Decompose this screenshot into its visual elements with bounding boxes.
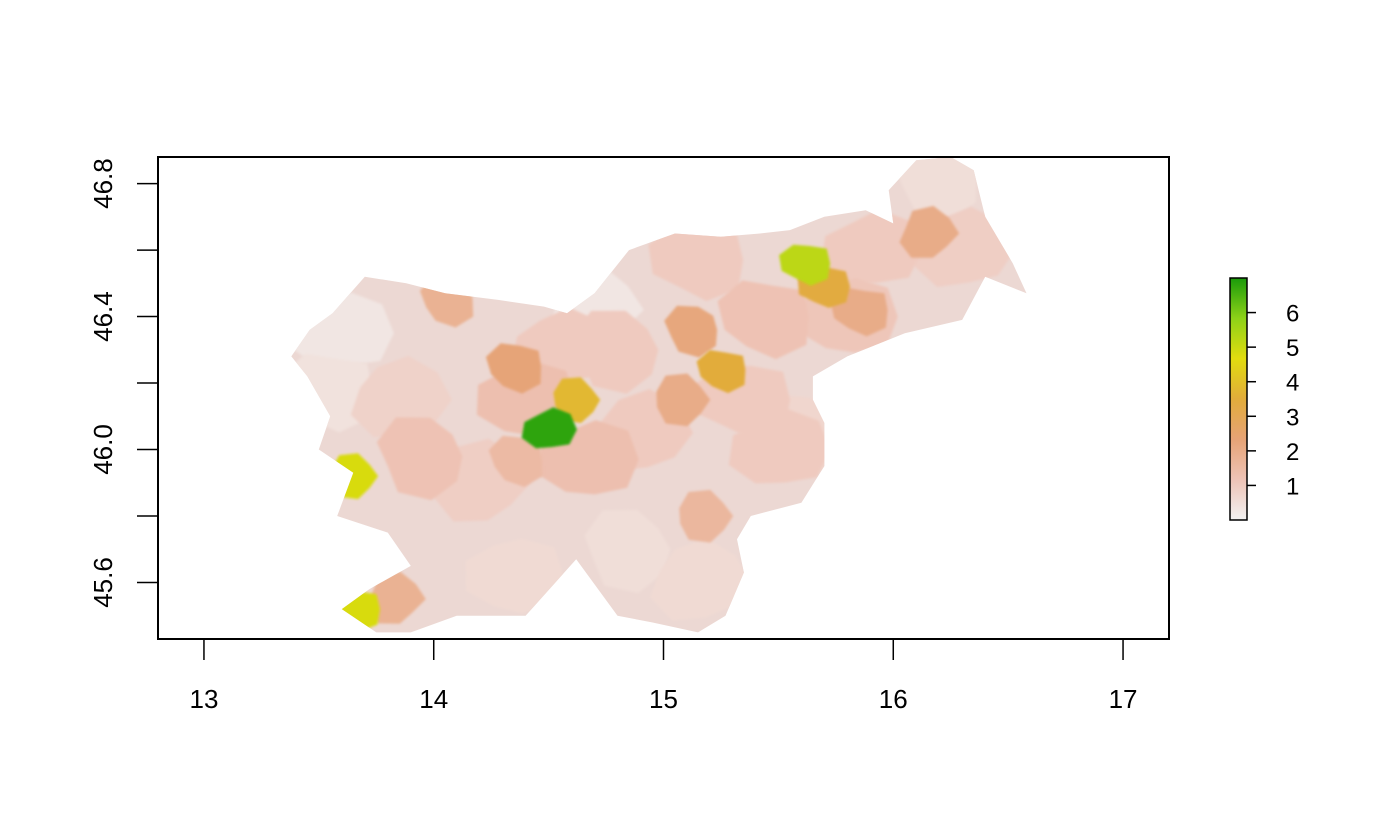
y-axis: 45.6 46.0 46.4 46.8 — [88, 158, 159, 608]
map-area — [291, 157, 1027, 633]
map-region — [485, 343, 541, 394]
map-region — [696, 350, 746, 394]
map-region — [648, 226, 744, 302]
map-region — [350, 355, 452, 438]
map-region — [899, 205, 960, 258]
map-region — [584, 509, 671, 594]
y-tick-label: 46.8 — [88, 158, 118, 209]
map-region — [820, 209, 923, 285]
region-layer — [291, 157, 1015, 632]
legend-color-bar — [1229, 277, 1248, 521]
legend-tick-label: 3 — [1286, 404, 1299, 431]
map-region — [679, 489, 734, 543]
x-tick-label: 13 — [189, 684, 218, 714]
x-axis: 13 14 15 16 17 — [189, 638, 1138, 714]
map-region — [650, 538, 751, 621]
legend-tick-label: 6 — [1286, 301, 1299, 328]
x-tick-label: 16 — [879, 684, 908, 714]
map-region — [376, 417, 463, 501]
legend: 1 2 3 4 5 6 — [1229, 277, 1299, 521]
y-tick-label: 46.4 — [88, 291, 118, 342]
map-region — [328, 590, 380, 632]
map-region — [366, 571, 426, 624]
legend-tick-label: 5 — [1286, 335, 1299, 362]
map-region — [521, 407, 577, 449]
map-region — [465, 538, 564, 614]
map-region — [717, 280, 809, 360]
y-tick-label: 46.0 — [88, 424, 118, 475]
legend-tick-label: 4 — [1286, 370, 1299, 397]
legend-tick-label: 1 — [1286, 473, 1299, 500]
map-region — [553, 377, 601, 423]
x-tick-label: 17 — [1109, 684, 1138, 714]
map-region — [779, 244, 831, 286]
y-tick-label: 45.6 — [88, 557, 118, 608]
legend-ticks: 1 2 3 4 5 6 — [1247, 301, 1299, 500]
map-region — [656, 373, 711, 427]
map-region — [664, 305, 718, 358]
legend-tick-label: 2 — [1286, 439, 1299, 466]
x-tick-label: 14 — [419, 684, 448, 714]
map-region — [488, 435, 543, 487]
x-tick-label: 15 — [649, 684, 678, 714]
